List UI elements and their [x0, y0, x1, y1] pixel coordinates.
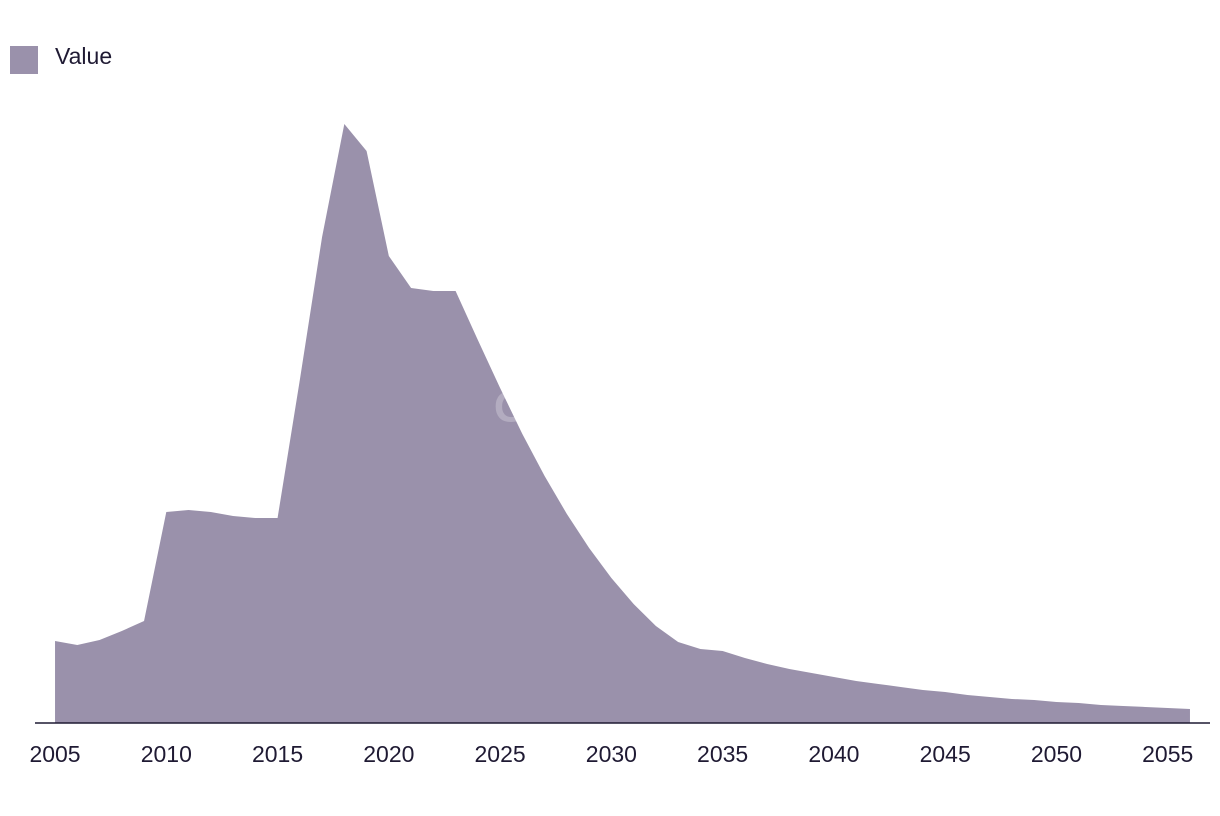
watermark: GlobalData — [494, 383, 727, 432]
x-tick-label: 2040 — [808, 741, 859, 767]
x-tick-label: 2050 — [1031, 741, 1082, 767]
x-tick-label: 2025 — [475, 741, 526, 767]
x-tick-label: 2010 — [141, 741, 192, 767]
legend-swatch — [10, 46, 38, 74]
x-tick-label: 2020 — [363, 741, 414, 767]
x-tick-label: 2030 — [586, 741, 637, 767]
legend-label: Value — [55, 43, 112, 69]
x-tick-label: 2045 — [920, 741, 971, 767]
x-tick-label: 2005 — [29, 741, 80, 767]
area — [55, 124, 1190, 723]
x-tick-label: 2015 — [252, 741, 303, 767]
x-tick-label: 2035 — [697, 741, 748, 767]
x-tick-label: 2055 — [1142, 741, 1193, 767]
